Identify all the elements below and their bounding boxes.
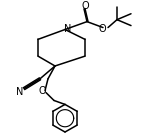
Text: N: N: [64, 24, 72, 34]
Text: N: N: [16, 87, 24, 97]
Text: O: O: [98, 24, 106, 34]
Text: O: O: [81, 1, 89, 11]
Text: O: O: [38, 86, 46, 96]
